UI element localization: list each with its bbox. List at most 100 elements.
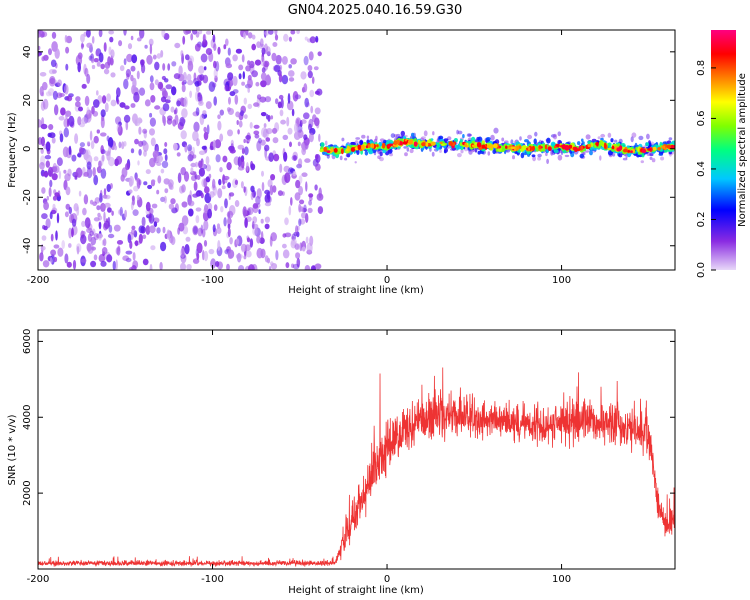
spectrogram-cell — [121, 167, 128, 178]
spectrogram-cell — [51, 31, 57, 39]
spectrogram-cell — [243, 146, 249, 156]
spectrogram-cell — [75, 96, 81, 102]
spectrogram-frame — [37, 29, 676, 271]
spectrogram-cell — [65, 112, 68, 119]
spectrogram-cell — [64, 84, 69, 95]
spectrogram-cell — [252, 203, 259, 214]
spectrogram-cell — [81, 220, 86, 227]
spectrogram-cell — [215, 154, 221, 163]
spectrogram-cell — [193, 72, 197, 81]
spectrogram-signal-cell — [404, 152, 408, 157]
spectrogram-cell — [238, 265, 245, 270]
spectrogram-signal-cell — [544, 144, 548, 150]
spectrogram-cell — [53, 256, 58, 263]
spectrogram-cell — [86, 242, 92, 252]
spectrogram-cell — [170, 106, 175, 113]
spectrogram-cell — [209, 145, 214, 151]
spectrogram-cell — [163, 195, 167, 204]
spectrogram-cell — [78, 190, 82, 197]
spectrogram-cell — [142, 234, 147, 240]
spectrogram-cell — [86, 161, 92, 170]
spectrogram-cell — [48, 69, 56, 75]
spectrogram-cell — [209, 191, 215, 198]
spectrogram-signal-cell — [324, 140, 328, 146]
spectrogram-cell — [40, 245, 46, 251]
spectrogram-cell — [177, 172, 182, 184]
spectrogram-signal-cell — [652, 146, 657, 151]
spectrogram-cell — [52, 162, 57, 174]
spectrogram-cell — [266, 128, 273, 135]
spectrogram-cell — [181, 184, 186, 193]
spectrogram-cell — [260, 231, 264, 242]
spectrogram-cell — [146, 54, 153, 65]
spectrogram-cell — [83, 171, 89, 177]
spectrogram-cell — [301, 246, 306, 252]
spectrogram-signal-cell — [612, 153, 616, 157]
spectrogram-cell — [177, 227, 181, 235]
spectrogram-cell — [104, 194, 111, 200]
spectrogram-cell — [179, 116, 186, 127]
spectrogram-signal-cell — [641, 148, 647, 154]
spectrogram-cell — [38, 137, 42, 145]
spectrogram-cell — [181, 215, 189, 227]
spectrogram-cell — [279, 163, 283, 173]
spectrogram-signal-cell — [646, 133, 650, 140]
spectrogram-signal-cell — [553, 145, 557, 149]
spectrogram-cell — [281, 56, 288, 65]
spectrogram-cell — [303, 112, 310, 120]
spectrogram-cell — [201, 228, 206, 238]
spectrogram-signal-cell — [641, 153, 645, 158]
spectrogram-cell — [45, 160, 50, 168]
snr-panel: -200 -100 0 100 2000 4000 6000 Height of stra… — [7, 329, 676, 596]
spectrogram-cell — [109, 36, 114, 43]
figure-title: GN04.2025.040.16.59.G30 — [288, 3, 463, 18]
spectrogram-cell — [81, 83, 87, 89]
spectrogram-cell — [314, 117, 320, 127]
spectrogram-cell — [259, 96, 267, 103]
spectrogram-cell — [90, 260, 97, 268]
spectrogram-cell — [42, 172, 49, 177]
spectrogram-signal-cell — [406, 147, 410, 152]
spectrogram-cell — [131, 228, 136, 235]
spectrogram-cell — [43, 225, 48, 231]
spectrogram-cell — [295, 225, 299, 235]
spectrogram-cell — [222, 155, 228, 163]
spectrogram-cell — [219, 133, 224, 142]
spectrogram-signal-cell — [508, 147, 511, 150]
spectrogram-cell — [149, 225, 156, 234]
spectrogram-signal-cell — [649, 156, 653, 160]
spectrogram-cell — [38, 45, 41, 51]
spectrogram-cell — [300, 119, 307, 124]
spectrogram-signal-cell — [485, 137, 491, 141]
spectrogram-signal-cell — [359, 139, 364, 146]
spectrogram-cell — [116, 87, 121, 98]
spectrogram-cell — [193, 226, 198, 235]
spectrogram-signal-cell — [344, 157, 348, 161]
spectrogram-cell — [247, 208, 251, 216]
spectrogram-cell — [217, 261, 223, 270]
spectrogram-signal-cell — [512, 155, 515, 160]
spectrogram-cell — [89, 199, 94, 205]
spectrogram-cell — [49, 179, 53, 188]
spectrogram-cell — [173, 73, 181, 80]
spectrogram-cell — [303, 83, 308, 93]
spectrogram-signal-cell — [340, 148, 344, 155]
spectrogram-cell — [192, 193, 199, 198]
spectrogram-cell — [119, 206, 124, 217]
spectrogram-signal-cell — [477, 150, 481, 155]
spectrogram-cell — [161, 160, 169, 169]
spectrogram-signal-cell — [355, 137, 361, 140]
colorbar-tick-label: 0.2 — [696, 212, 707, 228]
spectrogram-cell — [176, 100, 181, 107]
spectrogram-cell — [288, 205, 292, 216]
spectrogram-signal-cell — [552, 133, 558, 140]
spectrogram-cell — [254, 59, 262, 66]
spectrogram-cell — [270, 263, 278, 270]
spectrogram-cell — [260, 80, 267, 88]
spectrogram-cell — [135, 175, 138, 182]
spectrogram-cell — [216, 226, 222, 234]
spectrogram-cell — [92, 167, 96, 177]
spectrogram-cell — [288, 36, 292, 42]
spectrogram-signal-cell — [448, 141, 453, 146]
spectrogram-y-tick-label: -20 — [22, 189, 33, 205]
